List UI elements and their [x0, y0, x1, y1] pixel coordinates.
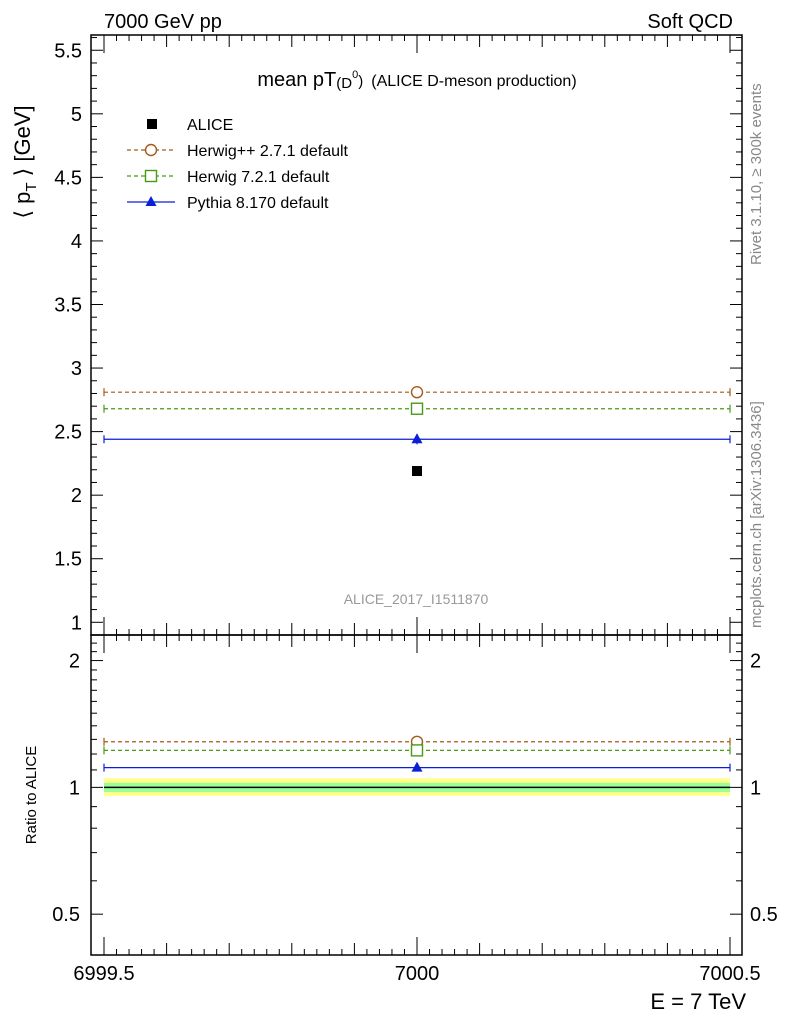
main-ytick-label: 4: [71, 231, 82, 253]
analysis-watermark: ALICE_2017_I1511870: [344, 591, 489, 607]
main-ytick-label: 1.5: [54, 549, 82, 571]
plot-title-sup: 0: [352, 69, 358, 81]
main-ytick-label: 2.5: [54, 422, 82, 444]
ratio-ytick-label-left: 0.5: [52, 904, 80, 926]
plot-marks: 1 1.5 2 2.5 3 3.5 4 4.5 5 5.5 6999.5 7000 7000.5 0.5 0…: [52, 34, 778, 985]
mcplots-label: mcplots.cern.ch [arXiv:1306.3436]: [748, 401, 765, 628]
main-ytick-label: 3: [71, 358, 82, 380]
plot-title-main: mean pT: [257, 69, 336, 91]
ratio-ytick-label-right: 2: [750, 651, 761, 673]
plot-title-rest: (ALICE D-meson production): [371, 73, 576, 90]
mc-point-1: [410, 386, 424, 399]
legend-marker-herwig7: [144, 169, 158, 183]
rivet-label: Rivet 3.1.10, ≥ 300k events: [748, 83, 765, 265]
ratio-ylabel: Ratio to ALICE: [23, 746, 40, 844]
plot-title-sub: (D: [336, 75, 352, 92]
x-axis-label: E = 7 TeV: [650, 989, 746, 1014]
plot-title-close: ): [358, 73, 363, 90]
ratio-ytick-label-left: 1: [69, 777, 80, 799]
ratio-ytick-label-left: 2: [69, 651, 80, 673]
legend-marker-pythia: [145, 196, 157, 206]
legend-label-alice: ALICE: [187, 117, 233, 134]
plot-title: mean pT(D0) (ALICE D-meson production): [257, 69, 576, 92]
main-ylabel-rest: ⟩ [GeV]: [10, 105, 35, 182]
legend: ALICE Herwig++ 2.7.1 default Herwig 7.2.…: [127, 117, 349, 212]
ratio-ytick-label-right: 1: [750, 777, 761, 799]
ratio-point-2: [411, 761, 423, 772]
main-ytick-label: 3.5: [54, 294, 82, 316]
mc-point-2: [410, 402, 424, 415]
main-ytick-label: 1: [71, 612, 82, 634]
main-ylabel: ⟨ pT ⟩ [GeV]: [10, 105, 40, 218]
x-tick-label: 7000.5: [699, 963, 760, 985]
header-left: 7000 GeV pp: [104, 11, 222, 33]
main-ytick-label: 2: [71, 485, 82, 507]
main-ylabel-a: ⟨ p: [10, 192, 35, 219]
mc-point-3: [411, 433, 423, 444]
main-ytick-label: 5: [71, 104, 82, 126]
header-right: Soft QCD: [647, 11, 733, 33]
data-point-alice: [412, 466, 422, 477]
legend-label-herwig7: Herwig 7.2.1 default: [187, 169, 330, 186]
main-ytick-label: 4.5: [54, 167, 82, 189]
x-tick-label: 7000: [395, 963, 440, 985]
main-ylabel-sub: T: [23, 182, 40, 191]
legend-label-pythia: Pythia 8.170 default: [187, 195, 329, 212]
legend-marker-alice: [147, 119, 157, 129]
ratio-ytick-label-right: 0.5: [750, 904, 778, 926]
ratio-point-1: [410, 744, 424, 757]
legend-marker-herwigpp: [144, 143, 158, 157]
legend-label-herwigpp: Herwig++ 2.7.1 default: [187, 143, 349, 160]
x-tick-label: 6999.5: [73, 963, 134, 985]
main-ytick-label: 5.5: [54, 40, 82, 62]
